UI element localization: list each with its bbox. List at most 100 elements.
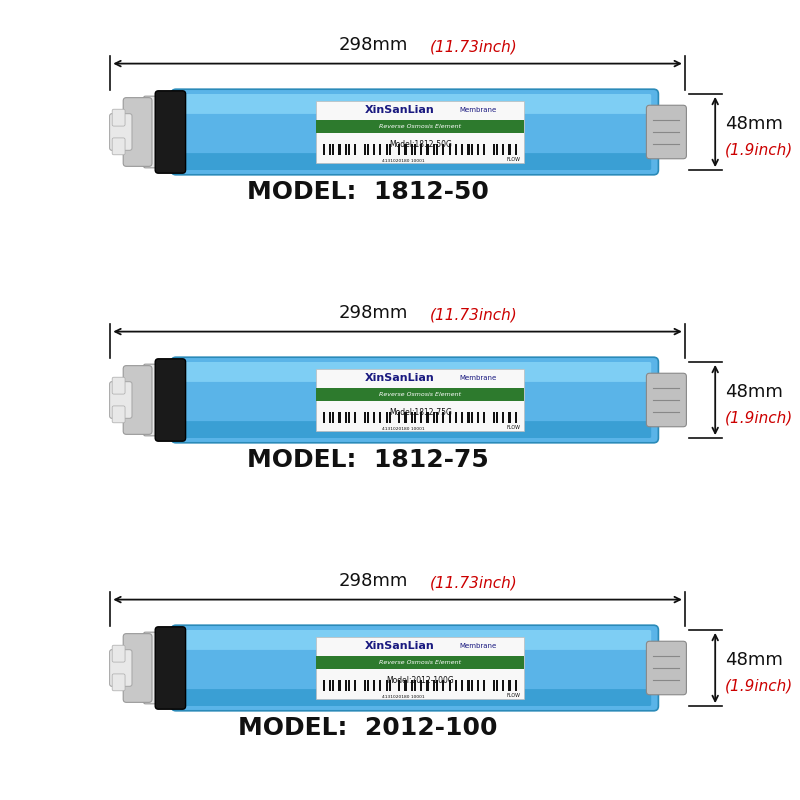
Bar (386, 144, 388, 155)
FancyBboxPatch shape (178, 421, 651, 438)
Bar (467, 144, 470, 155)
Bar (483, 144, 486, 155)
Text: (1.9inch): (1.9inch) (725, 678, 793, 693)
Bar (316, 655, 524, 670)
Bar (493, 144, 495, 155)
Bar (329, 412, 331, 423)
FancyBboxPatch shape (178, 94, 651, 114)
Bar (322, 680, 325, 691)
Text: 4131020180 10001: 4131020180 10001 (382, 159, 425, 163)
FancyBboxPatch shape (112, 674, 125, 690)
Bar (420, 680, 422, 691)
Bar (332, 680, 334, 691)
Bar (398, 144, 400, 155)
Bar (386, 680, 388, 691)
FancyBboxPatch shape (123, 98, 152, 166)
Bar (410, 680, 413, 691)
Text: FLOW: FLOW (507, 158, 521, 162)
Bar (410, 144, 413, 155)
Bar (496, 680, 498, 691)
Text: (11.73inch): (11.73inch) (430, 39, 518, 54)
Bar (316, 369, 524, 431)
Bar (386, 412, 388, 423)
Bar (354, 680, 356, 691)
Bar (455, 412, 457, 423)
Text: Reverse Osmosis Element: Reverse Osmosis Element (379, 392, 462, 397)
Text: 298mm: 298mm (339, 572, 408, 590)
Bar (508, 144, 510, 155)
Bar (373, 144, 375, 155)
Text: 4131020180 10001: 4131020180 10001 (382, 695, 425, 699)
Bar (433, 680, 435, 691)
Text: 298mm: 298mm (339, 36, 408, 54)
Text: Membrane: Membrane (460, 107, 497, 113)
FancyBboxPatch shape (178, 362, 651, 382)
Bar (316, 101, 524, 163)
Bar (366, 144, 369, 155)
FancyBboxPatch shape (110, 650, 132, 686)
Bar (426, 144, 429, 155)
Text: MODEL:  2012-100: MODEL: 2012-100 (238, 716, 498, 740)
FancyBboxPatch shape (646, 642, 686, 694)
Bar (338, 144, 341, 155)
Text: XinSanLian: XinSanLian (365, 641, 434, 651)
Bar (405, 412, 406, 423)
Bar (329, 144, 331, 155)
Text: FLOW: FLOW (507, 426, 521, 430)
Bar (405, 144, 406, 155)
Bar (332, 144, 334, 155)
Bar (426, 412, 429, 423)
Bar (329, 680, 331, 691)
Bar (379, 680, 382, 691)
Bar (420, 412, 422, 423)
Text: (11.73inch): (11.73inch) (430, 307, 518, 322)
Bar (366, 680, 369, 691)
Text: XinSanLian: XinSanLian (365, 105, 434, 115)
Bar (477, 680, 479, 691)
Bar (373, 680, 375, 691)
Bar (338, 412, 341, 423)
FancyBboxPatch shape (155, 627, 186, 709)
Bar (354, 144, 356, 155)
Text: Membrane: Membrane (460, 643, 497, 649)
Bar (461, 412, 463, 423)
Bar (449, 412, 450, 423)
FancyBboxPatch shape (112, 645, 125, 662)
Bar (414, 412, 416, 423)
Bar (363, 680, 366, 691)
Bar (496, 412, 498, 423)
Bar (467, 680, 470, 691)
Bar (442, 412, 445, 423)
Bar (514, 680, 517, 691)
Text: FLOW: FLOW (507, 694, 521, 698)
Bar (322, 412, 325, 423)
Bar (449, 680, 450, 691)
Bar (508, 680, 510, 691)
Bar (316, 637, 524, 699)
FancyBboxPatch shape (143, 96, 162, 168)
Text: Reverse Osmosis Element: Reverse Osmosis Element (379, 660, 462, 665)
Bar (493, 412, 495, 423)
FancyBboxPatch shape (112, 138, 125, 154)
Text: Model:1812-50G: Model:1812-50G (389, 140, 452, 149)
FancyBboxPatch shape (110, 114, 132, 150)
Bar (470, 680, 473, 691)
Bar (483, 680, 486, 691)
Bar (426, 680, 429, 691)
Bar (442, 144, 445, 155)
Bar (514, 412, 517, 423)
Bar (508, 412, 510, 423)
Text: MODEL:  1812-75: MODEL: 1812-75 (247, 448, 489, 472)
Bar (436, 412, 438, 423)
Bar (502, 412, 504, 423)
Bar (433, 412, 435, 423)
Bar (348, 144, 350, 155)
Bar (322, 144, 325, 155)
Bar (410, 412, 413, 423)
Text: 298mm: 298mm (339, 304, 408, 322)
Bar (348, 412, 350, 423)
Bar (420, 144, 422, 155)
FancyBboxPatch shape (123, 366, 152, 434)
FancyBboxPatch shape (178, 689, 651, 706)
Bar (470, 144, 473, 155)
